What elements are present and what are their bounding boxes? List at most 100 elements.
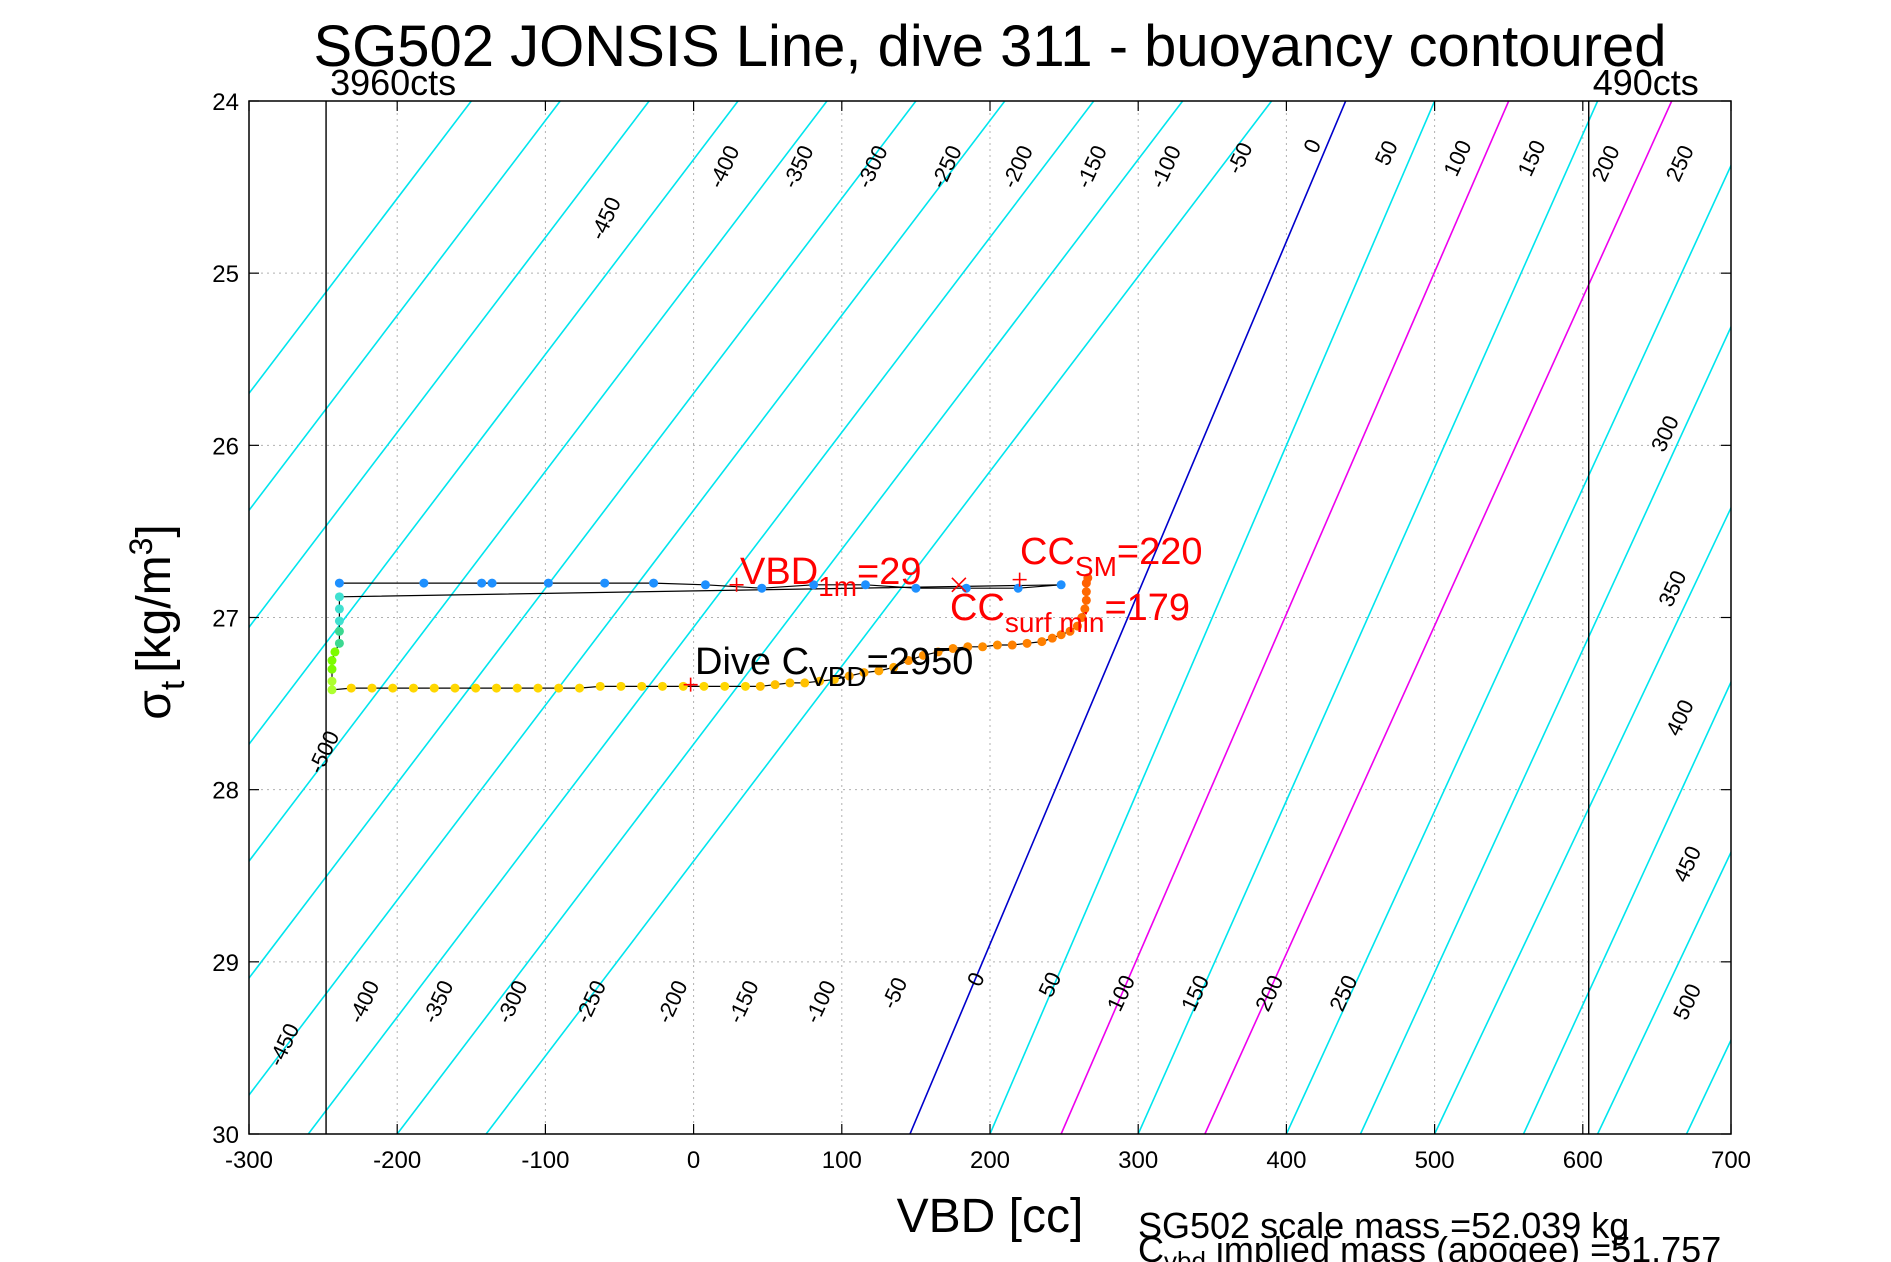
- y-tick-label: 29: [212, 950, 239, 977]
- contour-line: [249, 101, 1006, 1097]
- data-point: [1022, 638, 1032, 648]
- contour-line: [1204, 101, 1673, 1134]
- contour-line: [909, 101, 1347, 1134]
- buoyancy-contours: [249, 101, 1731, 1134]
- y-axis-label: σt[kg/m3]: [123, 524, 192, 720]
- data-point: [770, 680, 780, 690]
- contour-label: 0: [962, 968, 990, 990]
- data-point: [487, 578, 497, 588]
- data-point: [574, 683, 584, 693]
- contour-label: -300: [491, 976, 532, 1026]
- data-point: [755, 681, 765, 691]
- y-tick-label: 24: [212, 89, 239, 116]
- contour-label: -150: [1071, 141, 1112, 191]
- contour-label: -400: [703, 141, 744, 191]
- plus-marker: [1012, 572, 1027, 587]
- data-point: [429, 683, 439, 693]
- data-point: [757, 583, 767, 593]
- contour-line: [307, 101, 1095, 1134]
- contour-line: [249, 101, 739, 746]
- data-point: [346, 683, 356, 693]
- plus-marker: [729, 577, 744, 592]
- cc-sm-annotation: CCSM=220: [1020, 531, 1202, 582]
- data-point: [334, 616, 344, 626]
- contour-label: 200: [1250, 971, 1288, 1015]
- dive-cvbd-annotation: Dive CVBD=2950: [695, 641, 973, 692]
- data-point: [334, 578, 344, 588]
- y-axis-ticks: 24 25 26 27 28 29 30: [212, 89, 1731, 1149]
- data-point: [657, 681, 667, 691]
- count-limit-label: 3960cts: [330, 62, 456, 103]
- data-point: [700, 580, 710, 590]
- data-point: [699, 681, 709, 691]
- data-point: [844, 671, 854, 681]
- contour-label: 300: [1646, 412, 1684, 456]
- data-point: [533, 683, 543, 693]
- data-point: [327, 685, 337, 695]
- data-point: [330, 647, 340, 657]
- cc-surf-min-annotation: CCsurf min=179: [950, 587, 1190, 638]
- data-point: [933, 647, 943, 657]
- data-point: [543, 578, 553, 588]
- data-point: [720, 681, 730, 691]
- data-point: [334, 592, 344, 602]
- data-point: [554, 683, 564, 693]
- contour-label: -200: [651, 976, 692, 1026]
- data-point: [1083, 573, 1093, 583]
- data-point: [595, 681, 605, 691]
- contour-label: -500: [303, 727, 344, 777]
- y-tick-label: 25: [212, 261, 239, 288]
- x-tick-label: -300: [225, 1147, 273, 1174]
- y-tick-label: 27: [212, 606, 239, 633]
- contour-label: -50: [876, 973, 912, 1012]
- data-point: [829, 674, 839, 684]
- data-point: [1077, 613, 1087, 622]
- contour-line: [1596, 850, 1731, 1134]
- contour-line: [249, 101, 828, 863]
- x-tick-label: 600: [1563, 1147, 1603, 1174]
- data-point: [367, 683, 377, 693]
- x-tick-label: -100: [521, 1147, 569, 1174]
- contour-line: [396, 101, 1184, 1134]
- data-point: [740, 681, 750, 691]
- data-point: [861, 580, 871, 590]
- contour-label: -350: [777, 141, 818, 191]
- data-point: [334, 626, 344, 636]
- x-tick-label: 700: [1711, 1147, 1751, 1174]
- data-point: [327, 676, 337, 686]
- contour-line: [1359, 325, 1731, 1134]
- contour-line: [249, 101, 561, 512]
- contour-line: [1522, 680, 1731, 1134]
- contour-label: 500: [1668, 980, 1706, 1024]
- contour-line: [1685, 1038, 1731, 1134]
- count-limit-label: 490cts: [1593, 62, 1699, 103]
- data-point: [800, 678, 810, 688]
- data-point: [388, 683, 398, 693]
- x-marker: [951, 577, 967, 593]
- contour-label: -100: [1145, 141, 1186, 191]
- x-tick-label: 300: [1118, 1147, 1158, 1174]
- x-tick-label: 200: [970, 1147, 1010, 1174]
- data-point: [874, 666, 884, 676]
- contour-line: [485, 101, 1273, 1134]
- data-point: [1056, 580, 1066, 590]
- data-point: [477, 578, 487, 588]
- contour-label: 400: [1661, 696, 1699, 740]
- data-point: [1081, 595, 1091, 605]
- contour-label: 200: [1587, 141, 1625, 185]
- contour-label: -450: [263, 1020, 304, 1070]
- data-point: [1037, 637, 1047, 647]
- chart-title: SG502 JONSIS Line, dive 311 - buoyancy c…: [313, 14, 1666, 79]
- data-point: [471, 683, 481, 693]
- contour-line: [1060, 101, 1510, 1134]
- contour-label: 450: [1668, 842, 1706, 886]
- y-tick-label: 30: [212, 1122, 239, 1149]
- data-point: [948, 643, 958, 653]
- data-point: [1081, 587, 1091, 597]
- x-tick-label: 500: [1415, 1147, 1455, 1174]
- contour-line: [1137, 101, 1599, 1134]
- data-point: [978, 642, 988, 652]
- data-point: [809, 580, 819, 590]
- data-point: [491, 683, 501, 693]
